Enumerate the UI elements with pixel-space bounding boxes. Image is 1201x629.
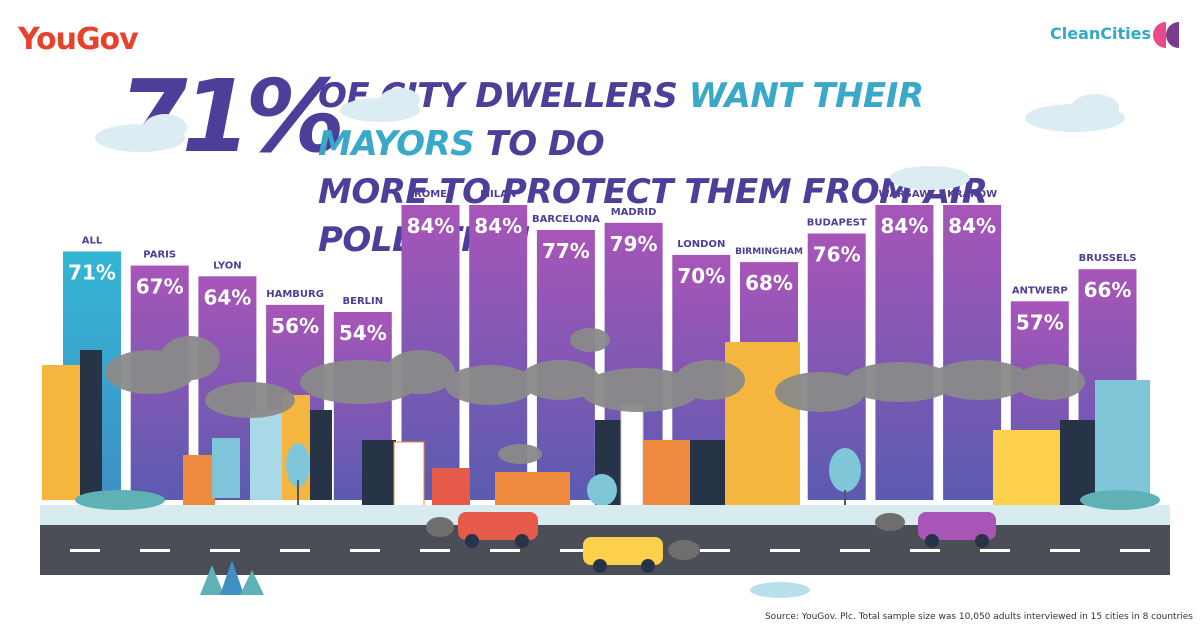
yellow-car <box>583 537 663 573</box>
bar-krakow <box>943 205 1002 500</box>
bar-warsaw <box>875 205 934 500</box>
city-label-krakow: KRAKOW <box>947 189 997 200</box>
city-label-milan: MILAN <box>480 189 516 200</box>
city-label-barcelona: BARCELONA <box>532 214 600 225</box>
city-label-rome: ROME <box>414 189 447 200</box>
city-label-budapest: BUDAPEST <box>807 218 867 229</box>
headline-part-2: WANT THEIR MAYORS <box>318 76 924 164</box>
smog-clouds <box>105 328 1085 464</box>
value-label-berlin: 54% <box>339 321 387 345</box>
city-label-lyon: LYON <box>213 260 242 271</box>
exhaust-smoke <box>426 513 905 560</box>
value-label-antwerp: 57% <box>1016 310 1064 334</box>
purple-car <box>918 512 996 548</box>
value-label-hamburg: 56% <box>271 314 319 338</box>
city-label-hamburg: HAMBURG <box>266 289 324 300</box>
value-label-all: 71% <box>68 260 116 284</box>
city-label-paris: PARIS <box>143 250 176 261</box>
city-label-birmingham: BIRMINGHAM <box>735 247 803 257</box>
bar-labels: ALL 71% PARIS 67% LYON 64% HAMBURG 56% BERLIN 54%… <box>68 189 1136 345</box>
value-label-brussels: 66% <box>1084 278 1132 302</box>
value-label-krakow: 84% <box>948 214 996 238</box>
value-label-milan: 84% <box>474 214 522 238</box>
city-label-antwerp: ANTWERP <box>1012 285 1068 296</box>
trees <box>286 443 861 515</box>
value-label-budapest: 76% <box>813 243 861 267</box>
city-label-berlin: BERLIN <box>342 296 383 307</box>
bushes <box>75 490 1160 598</box>
pavement <box>40 505 1170 525</box>
value-label-warsaw: 84% <box>880 214 928 238</box>
value-label-barcelona: 77% <box>542 239 590 263</box>
city-label-warsaw: WARSAW <box>879 189 931 200</box>
value-label-rome: 84% <box>407 214 455 238</box>
city-label-london: LONDON <box>677 239 725 250</box>
value-label-birmingham: 68% <box>745 271 793 295</box>
yougov-logo: YouGov <box>18 22 139 57</box>
headline-part-3: TO DO <box>485 124 605 164</box>
source-note: Source: YouGov. Plc. Total sample size w… <box>764 612 1193 622</box>
value-label-madrid: 79% <box>610 232 658 256</box>
cleancities-mark-icon <box>1153 22 1179 48</box>
city-label-brussels: BRUSSELS <box>1079 253 1137 264</box>
city-label-all: ALL <box>82 235 103 246</box>
value-label-paris: 67% <box>136 275 184 299</box>
cleancities-logo: CleanCities <box>1050 24 1151 43</box>
road-markings <box>70 549 1150 552</box>
value-label-london: 70% <box>677 264 725 288</box>
red-car <box>458 512 538 548</box>
background-clouds <box>95 88 1125 190</box>
value-label-lyon: 64% <box>203 285 251 309</box>
city-label-madrid: MADRID <box>611 207 657 218</box>
